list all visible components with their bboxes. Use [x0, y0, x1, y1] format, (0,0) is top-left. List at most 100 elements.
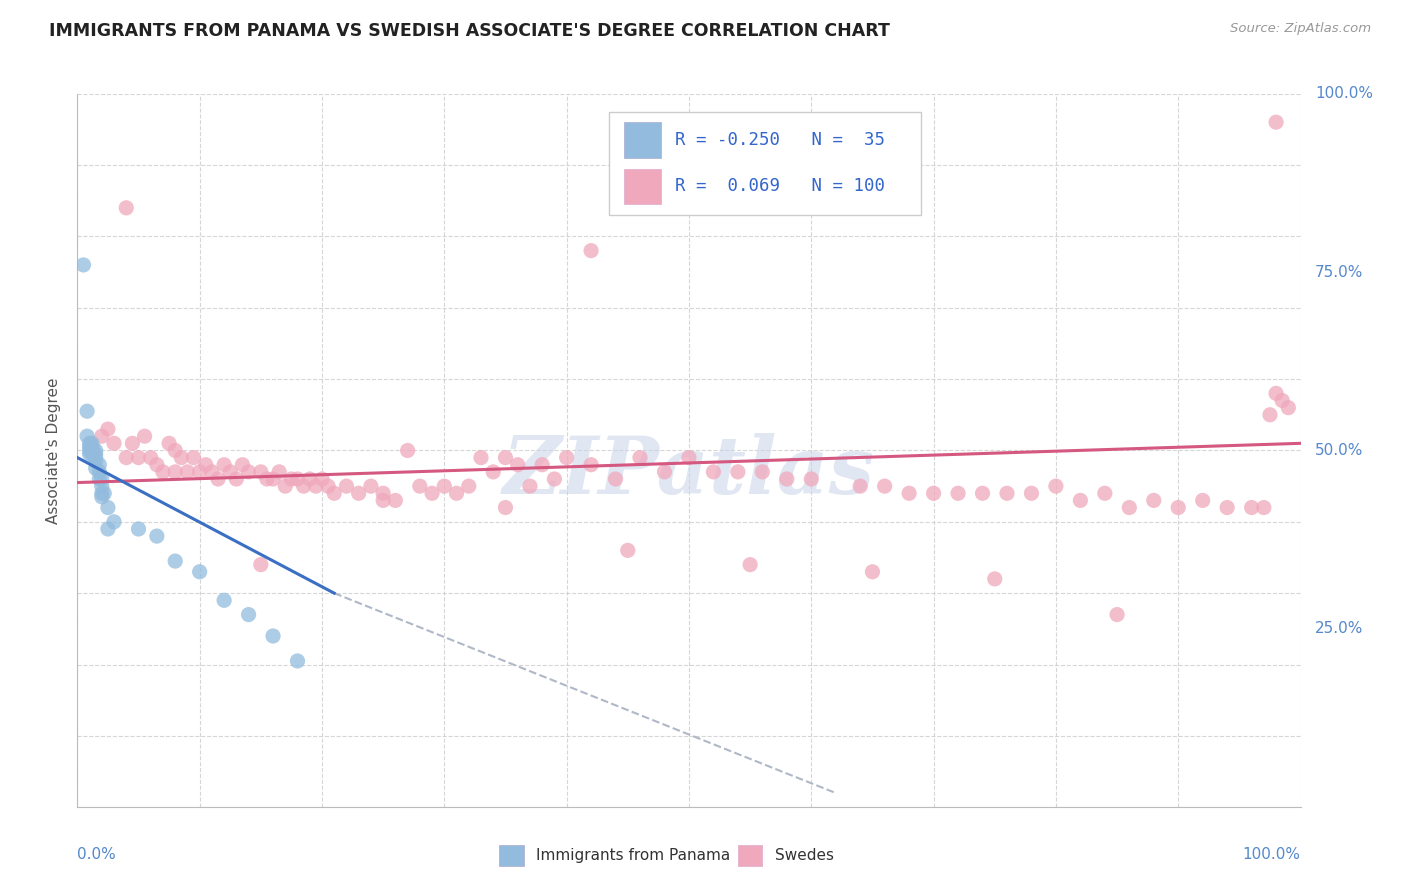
Point — [579, 458, 602, 472]
Point — [219, 465, 242, 479]
Point — [183, 450, 205, 465]
Point — [84, 461, 107, 475]
Point — [212, 458, 235, 472]
Point — [121, 436, 143, 450]
Point — [89, 465, 111, 479]
Point — [1118, 500, 1140, 515]
Point — [127, 522, 149, 536]
Text: IMMIGRANTS FROM PANAMA VS SWEDISH ASSOCIATE'S DEGREE CORRELATION CHART: IMMIGRANTS FROM PANAMA VS SWEDISH ASSOCI… — [49, 22, 890, 40]
Bar — [738, 845, 762, 866]
Point — [238, 607, 260, 622]
Point — [274, 479, 297, 493]
Text: 75.0%: 75.0% — [1315, 265, 1364, 279]
Point — [262, 472, 284, 486]
Point — [115, 201, 138, 215]
Point — [127, 450, 149, 465]
Point — [146, 529, 169, 543]
Text: Immigrants from Panama: Immigrants from Panama — [536, 848, 730, 863]
Text: R = -0.250   N =  35: R = -0.250 N = 35 — [675, 131, 886, 149]
Point — [316, 479, 339, 493]
Point — [1277, 401, 1299, 415]
Text: ZIPatlas: ZIPatlas — [503, 434, 875, 510]
Point — [873, 479, 896, 493]
Point — [605, 472, 627, 486]
Point — [97, 500, 120, 515]
Point — [446, 486, 468, 500]
Bar — [624, 169, 661, 204]
Point — [97, 422, 120, 436]
Point — [727, 465, 749, 479]
Point — [90, 429, 112, 443]
Point — [531, 458, 554, 472]
Point — [188, 565, 211, 579]
Text: 100.0%: 100.0% — [1315, 87, 1374, 101]
Point — [84, 447, 107, 461]
Point — [617, 543, 640, 558]
Point — [194, 458, 217, 472]
Point — [946, 486, 969, 500]
Point — [89, 472, 111, 486]
Point — [1265, 115, 1288, 129]
Point — [371, 493, 394, 508]
Point — [1240, 500, 1263, 515]
Point — [1191, 493, 1213, 508]
FancyBboxPatch shape — [609, 112, 921, 215]
Point — [360, 479, 382, 493]
Point — [305, 479, 328, 493]
Point — [457, 479, 479, 493]
Point — [256, 472, 278, 486]
Point — [72, 258, 94, 272]
Point — [134, 429, 156, 443]
Point — [751, 465, 773, 479]
Point — [555, 450, 578, 465]
Y-axis label: Associate's Degree: Associate's Degree — [46, 377, 62, 524]
Point — [1021, 486, 1043, 500]
Point — [628, 450, 651, 465]
Point — [201, 465, 224, 479]
Point — [280, 472, 302, 486]
Bar — [499, 845, 524, 866]
Point — [165, 443, 187, 458]
Text: 50.0%: 50.0% — [1315, 443, 1364, 458]
Text: 100.0%: 100.0% — [1243, 847, 1301, 862]
Point — [495, 450, 517, 465]
Point — [995, 486, 1018, 500]
Point — [506, 458, 529, 472]
Point — [335, 479, 357, 493]
Point — [146, 458, 169, 472]
Point — [1094, 486, 1116, 500]
Point — [89, 458, 111, 472]
Text: Swedes: Swedes — [775, 848, 834, 863]
Point — [849, 479, 872, 493]
Point — [79, 440, 101, 454]
Point — [1253, 500, 1275, 515]
Point — [678, 450, 700, 465]
Point — [103, 515, 125, 529]
Point — [80, 443, 103, 458]
Point — [188, 465, 211, 479]
Point — [1265, 386, 1288, 401]
Point — [482, 465, 505, 479]
Point — [800, 472, 823, 486]
Point — [298, 472, 321, 486]
Point — [79, 443, 101, 458]
Text: R =  0.069   N = 100: R = 0.069 N = 100 — [675, 178, 886, 195]
Point — [80, 440, 103, 454]
Point — [922, 486, 945, 500]
Text: Source: ZipAtlas.com: Source: ZipAtlas.com — [1230, 22, 1371, 36]
Point — [152, 465, 174, 479]
Point — [1069, 493, 1091, 508]
Point — [97, 522, 120, 536]
Text: 0.0%: 0.0% — [77, 847, 117, 862]
Point — [90, 479, 112, 493]
Point — [384, 493, 406, 508]
Point — [212, 593, 235, 607]
Point — [269, 465, 291, 479]
Point — [347, 486, 370, 500]
Point — [1216, 500, 1239, 515]
Point — [84, 454, 107, 468]
Point — [420, 486, 443, 500]
Point — [250, 465, 273, 479]
Point — [139, 450, 162, 465]
Point — [1167, 500, 1189, 515]
